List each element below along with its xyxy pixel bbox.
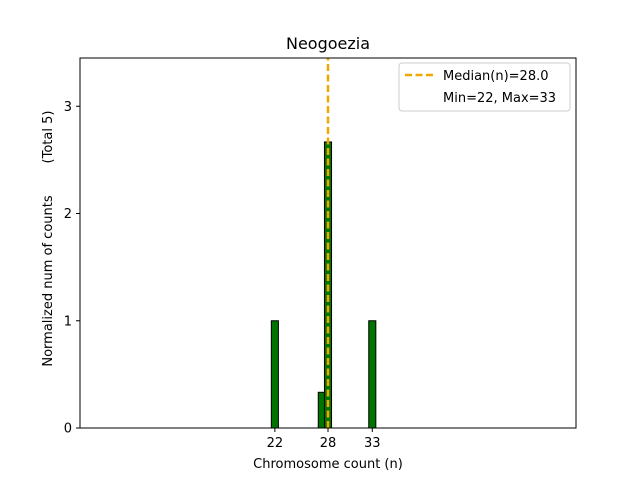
y-tick-label-3: 3 bbox=[64, 100, 72, 115]
x-ticks: 22 28 33 bbox=[267, 428, 381, 451]
y-tick-label-2: 2 bbox=[64, 207, 72, 222]
legend: Median(n)=28.0 Min=22, Max=33 bbox=[398, 62, 571, 112]
chart-title: Neogoezia bbox=[286, 34, 370, 53]
legend-median-label: Median(n)=28.0 bbox=[443, 69, 549, 84]
bar-0 bbox=[270, 320, 279, 429]
y-axis-label: Normalized num of counts bbox=[41, 195, 56, 366]
x-axis-label: Chromosome count (n) bbox=[253, 457, 403, 472]
bar-3 bbox=[368, 320, 377, 429]
bars-layer bbox=[270, 141, 377, 429]
x-tick-label-33: 33 bbox=[364, 436, 381, 451]
y-tick-label-0: 0 bbox=[64, 422, 72, 437]
x-tick-label-28: 28 bbox=[320, 436, 337, 451]
y-ticks: 0 1 2 3 bbox=[64, 100, 80, 437]
legend-box bbox=[398, 62, 571, 112]
x-tick-label-22: 22 bbox=[267, 436, 284, 451]
y-axis-total-note: (Total 5) bbox=[41, 111, 56, 164]
y-tick-label-1: 1 bbox=[64, 314, 72, 329]
legend-min-max-label: Min=22, Max=33 bbox=[443, 91, 556, 106]
